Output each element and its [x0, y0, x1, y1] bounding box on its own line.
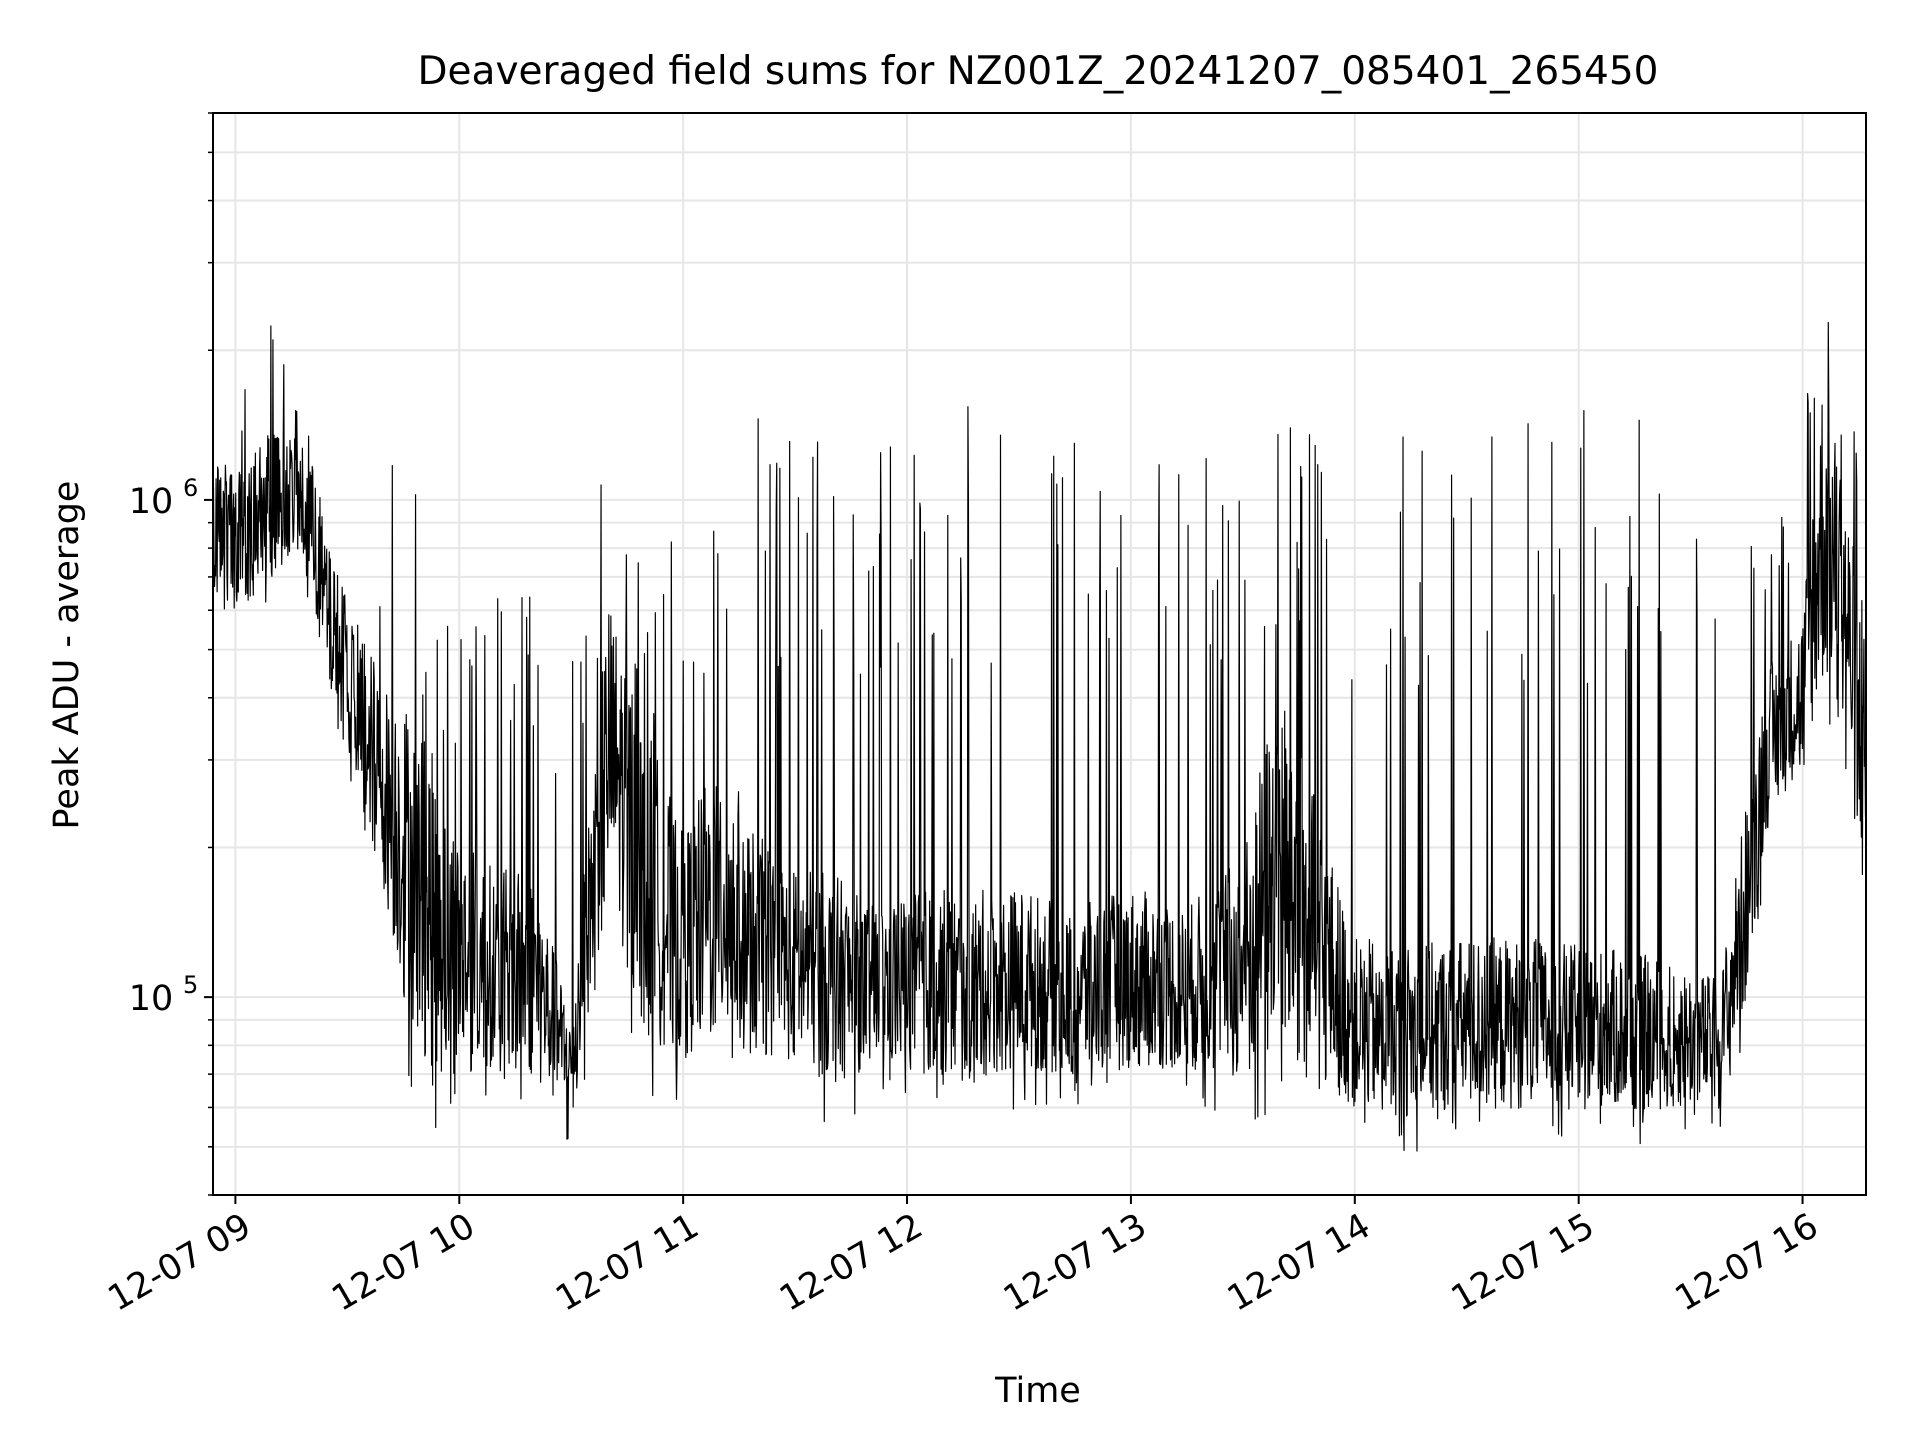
series-line — [212, 321, 1867, 1152]
series-trace — [212, 321, 1867, 1152]
y-tick-label-exponent: 6 — [183, 474, 198, 502]
x-axis-label: Time — [994, 1371, 1081, 1411]
y-axis-label: Peak ADU - average — [47, 481, 87, 830]
y-tick-label: 10 — [129, 482, 174, 522]
plot-area-frame — [212, 112, 1867, 1196]
chart-title: Deaveraged field sums for NZ001Z_2024120… — [418, 49, 1659, 94]
y-tick-label: 10 — [129, 979, 174, 1019]
grid — [213, 112, 1866, 1196]
y-tick-label-exponent: 5 — [183, 971, 198, 999]
